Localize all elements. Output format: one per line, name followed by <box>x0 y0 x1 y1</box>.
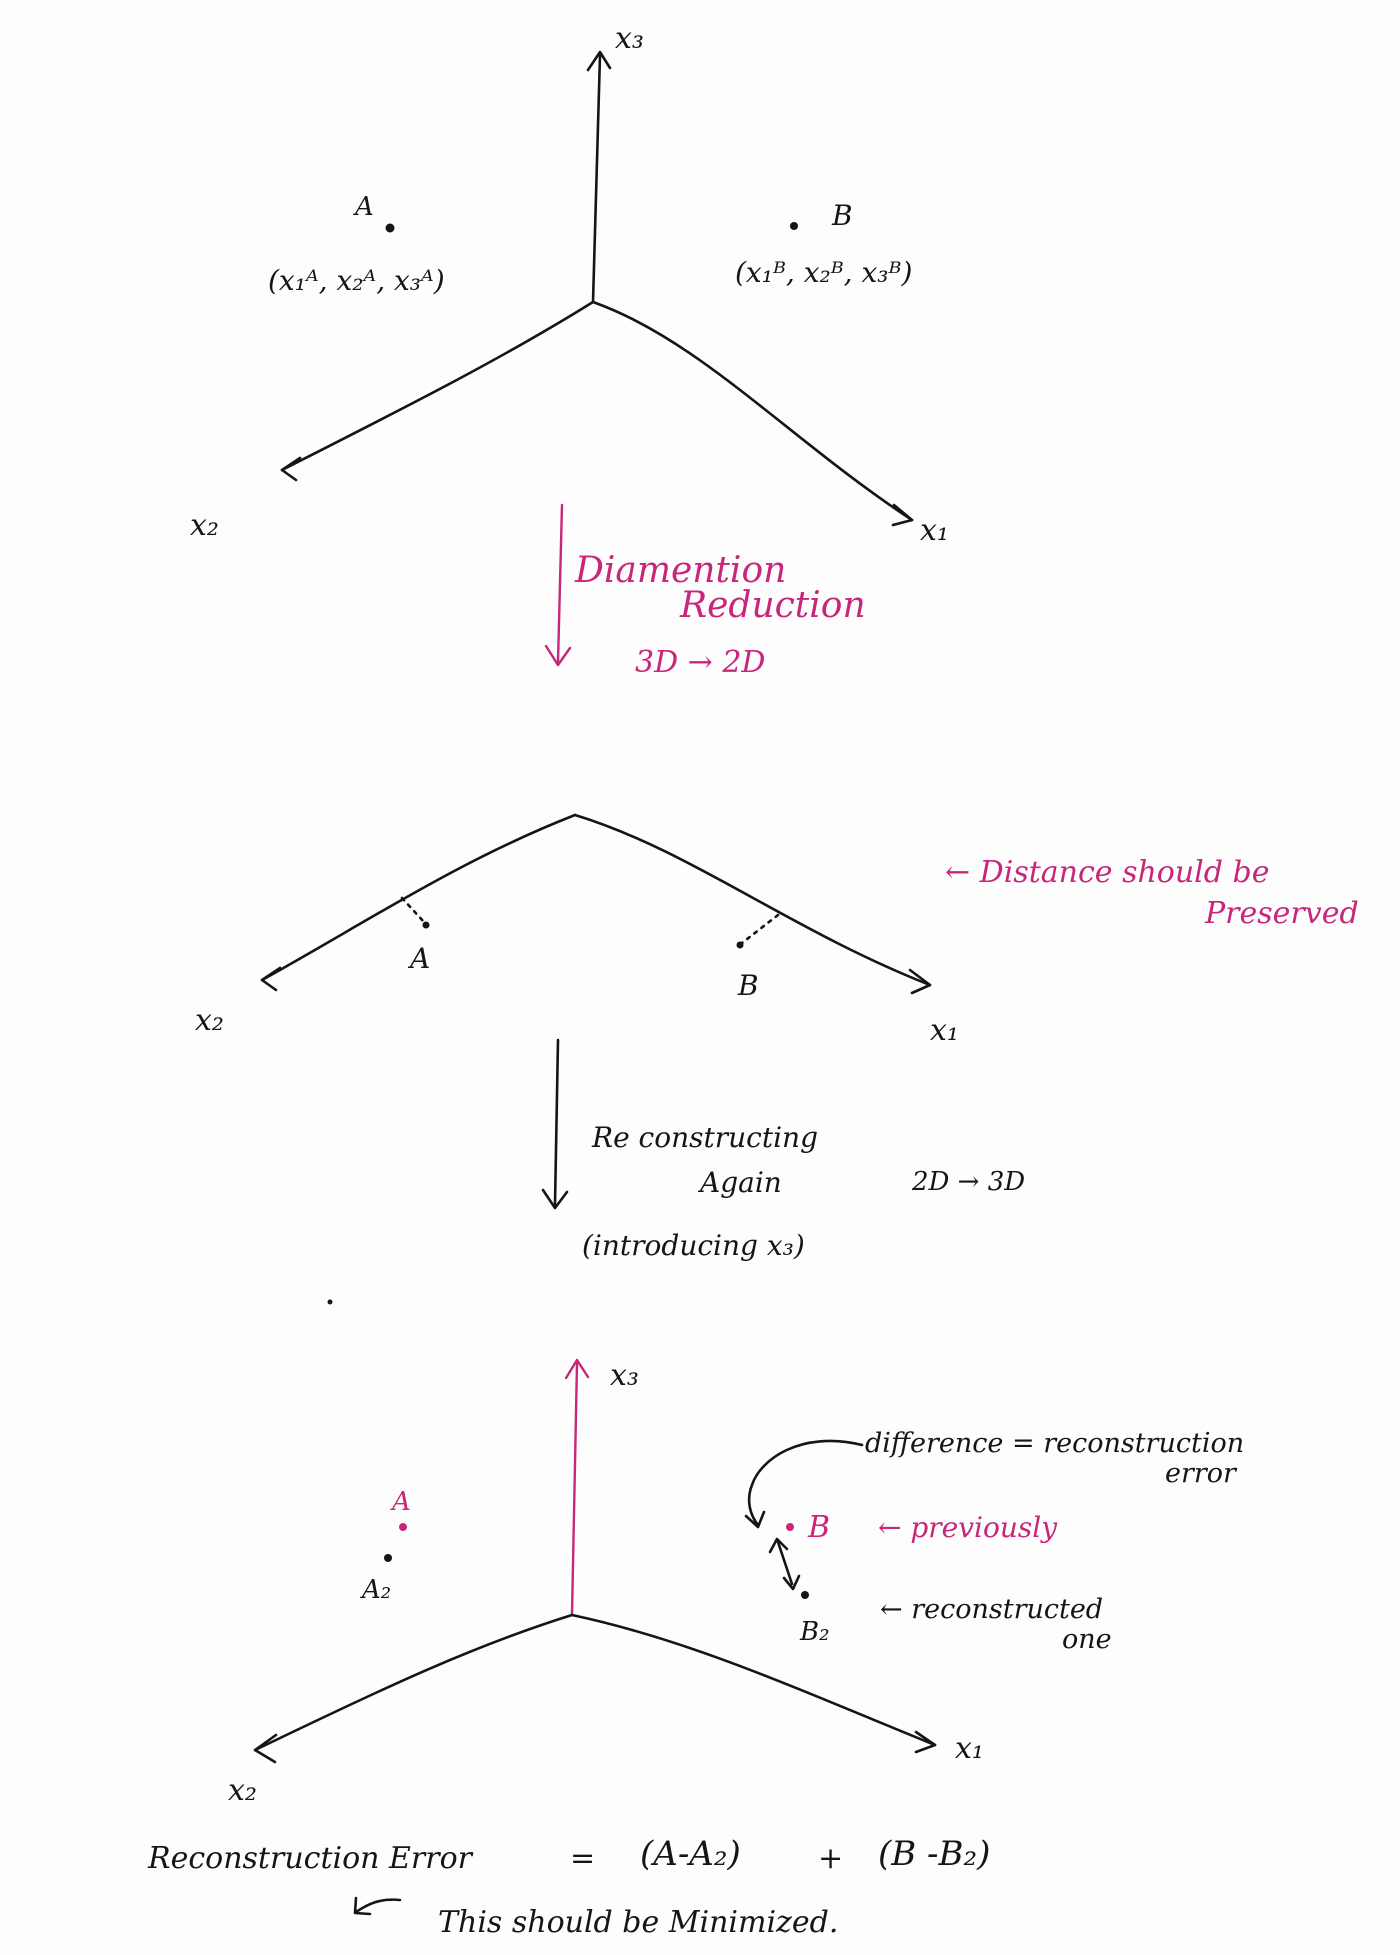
axis-x2-line <box>280 300 595 472</box>
step-reconstruction: Re constructing Again (introducing x₃) 2… <box>541 1038 1025 1262</box>
axis3d-x1-line <box>570 1613 937 1747</box>
point-a-coords: (x₁ᴬ, x₂ᴬ, x₃ᴬ) <box>268 264 445 297</box>
point2d-a-label: A <box>407 942 430 975</box>
section-2d-reduced: x₂ x₁ A B ← Distance should be Preserved <box>195 813 1359 1048</box>
point2d-b-marker <box>736 941 744 949</box>
formula-section: Reconstruction Error = (A-A₂) + (B -B₂) … <box>147 1834 990 1940</box>
axis3d-x3-line <box>570 1361 579 1617</box>
axis2d-x1-line <box>573 813 932 987</box>
axis3d-x2-line <box>253 1613 574 1752</box>
axis2d-x2-label: x₂ <box>195 1003 224 1038</box>
point-a-label: A <box>353 192 374 222</box>
axis3d-x1-arrowhead <box>914 1730 937 1754</box>
reduction-arrow-line <box>556 503 564 664</box>
point3d-b2-marker <box>801 1591 809 1599</box>
difference-double-arrowhead-bottom <box>782 1574 801 1591</box>
distance-note-line2: Preserved <box>1204 896 1359 931</box>
point3d-b-label: B <box>807 1510 830 1545</box>
difference-curve-arrow <box>747 1439 864 1527</box>
previously-note: ← previously <box>878 1511 1058 1544</box>
point-a-marker <box>385 223 395 233</box>
axis-x2-arrowhead <box>280 456 302 482</box>
formula-term-b: (B -B₂) <box>878 1834 990 1874</box>
difference-note-line2: error <box>1165 1458 1238 1489</box>
axis3d-x2-arrowhead <box>253 1733 278 1764</box>
axis2d-x1-arrowhead <box>908 968 932 995</box>
axis3d-x3-arrowhead <box>564 1358 590 1380</box>
point-b-label: B <box>831 199 853 232</box>
point3d-b2-label: B₂ <box>799 1617 830 1647</box>
axis3d-x2-label: x₂ <box>228 1773 257 1808</box>
difference-note-line1: difference = reconstruction <box>865 1428 1244 1459</box>
minimize-note: This should be Minimized. <box>438 1905 838 1940</box>
axis2d-x1-label: x₁ <box>930 1013 959 1048</box>
section-3d-reconstructed: x₃ x₂ x₁ A A₂ B B₂ difference = reconstr… <box>228 1358 1244 1808</box>
projection-a-dashes <box>400 896 426 924</box>
step-dimension-reduction: Diamention Reduction 3D → 2D <box>544 503 866 680</box>
point2d-a-marker <box>422 921 430 929</box>
reconstruction-label-line3: (introducing x₃) <box>582 1229 805 1262</box>
reconstruction-arrowhead <box>541 1188 569 1210</box>
distance-note-line1: ← Distance should be <box>945 855 1269 890</box>
stray-mark <box>327 1299 333 1305</box>
axis3d-x1-label: x₁ <box>955 1731 984 1766</box>
axis-x1-label: x₁ <box>920 513 949 548</box>
reconstruction-arrow-line <box>553 1038 560 1207</box>
axis-x3-line <box>591 53 602 304</box>
projection-b-dashes <box>740 913 780 945</box>
axis2d-x2-line <box>260 813 577 982</box>
point3d-a2-marker <box>384 1554 392 1562</box>
reduction-arrowhead <box>544 644 572 667</box>
point-b-marker <box>790 222 798 230</box>
axis3d-x3-label: x₃ <box>610 1358 639 1393</box>
reduction-label-dims: 3D → 2D <box>635 645 766 680</box>
axis-x1-arrowhead <box>891 503 914 527</box>
axis-x1-line <box>591 300 914 522</box>
difference-double-arrowhead-top <box>768 1537 789 1554</box>
section-3d-original: x₃ x₂ x₁ A (x₁ᴬ, x₂ᴬ, x₃ᴬ) B (x₁ᴮ, x₂ᴮ, … <box>190 21 949 548</box>
reconstructed-note-line1: ← reconstructed <box>880 1594 1103 1625</box>
formula-term-a: (A-A₂) <box>640 1834 741 1874</box>
reduction-label-line1: Diamention <box>574 550 786 591</box>
point3d-b-marker <box>786 1523 794 1531</box>
minimize-arrowhead <box>353 1896 372 1916</box>
axis2d-x2-arrowhead <box>260 966 282 992</box>
axis-x3-arrowhead <box>586 50 612 72</box>
reconstruction-dims: 2D → 3D <box>911 1167 1025 1197</box>
formula-label: Reconstruction Error <box>147 1841 474 1876</box>
minimize-arrow-line <box>354 1898 402 1914</box>
axis-x2-label: x₂ <box>190 508 219 543</box>
point2d-b-label: B <box>737 969 759 1002</box>
formula-plus: + <box>818 1841 843 1876</box>
point3d-a-marker <box>399 1523 407 1531</box>
reduction-label-line2: Reduction <box>679 585 866 626</box>
point3d-a-label: A <box>390 1487 411 1517</box>
reconstructed-note-line2: one <box>1062 1624 1112 1655</box>
point3d-a2-label: A₂ <box>360 1575 391 1605</box>
difference-double-arrow <box>776 1540 794 1586</box>
axis-x3-label: x₃ <box>615 21 644 56</box>
difference-curve-arrowhead <box>744 1510 766 1529</box>
reconstruction-label-line2: Again <box>697 1166 782 1199</box>
formula-equals: = <box>570 1841 595 1876</box>
reconstruction-label-line1: Re constructing <box>591 1121 818 1154</box>
point-b-coords: (x₁ᴮ, x₂ᴮ, x₃ᴮ) <box>735 256 912 289</box>
